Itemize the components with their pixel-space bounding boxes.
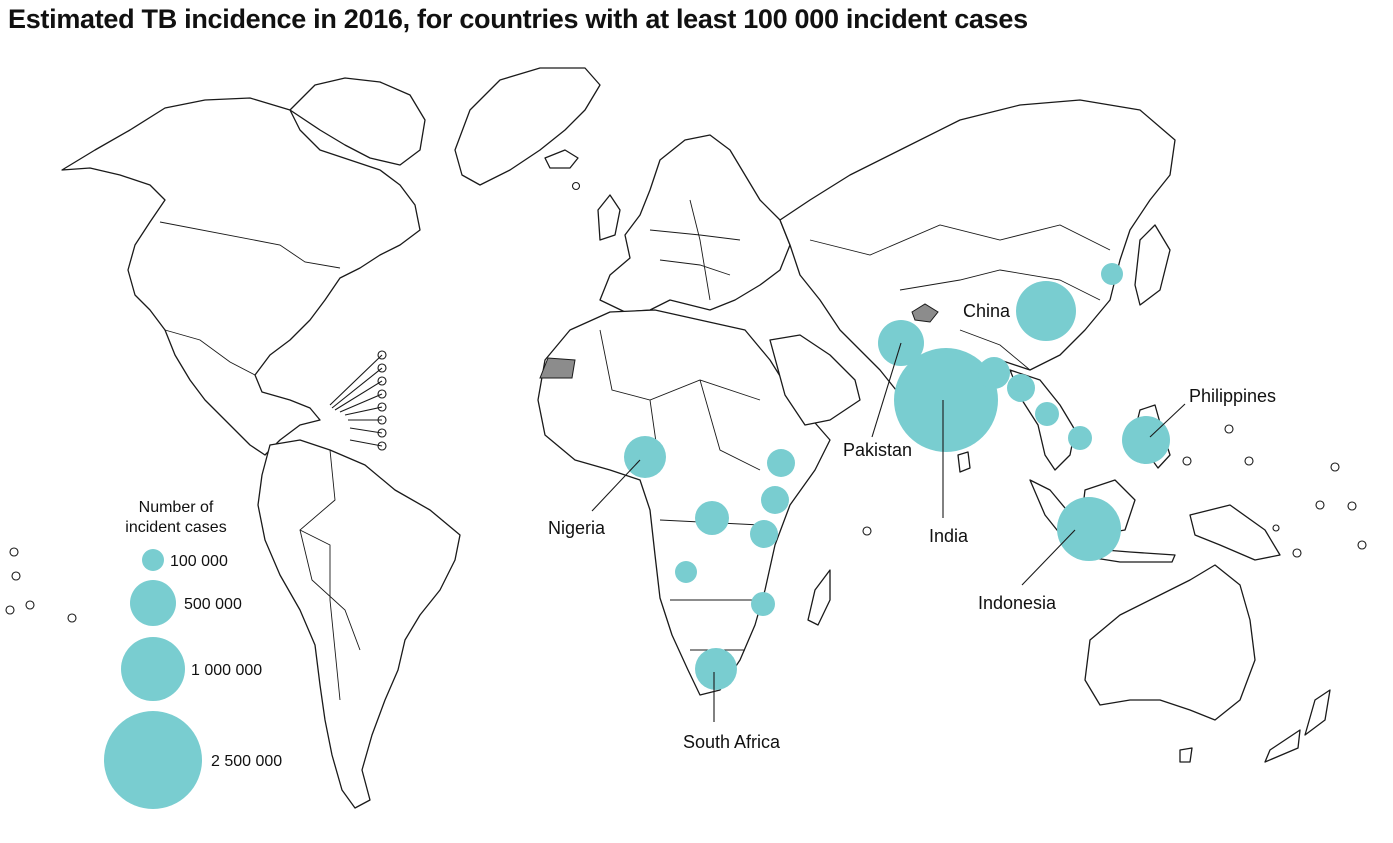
legend-label-100000: 100 000 (170, 553, 228, 570)
label-indonesia: Indonesia (978, 593, 1057, 613)
border-andes (299, 529, 341, 701)
island-marker (1347, 501, 1357, 511)
leader-philippines (1149, 403, 1186, 438)
landmass-iceland (544, 149, 579, 169)
label-india: India (929, 526, 969, 546)
leader-nigeria (591, 459, 641, 512)
island-marker (1224, 424, 1234, 434)
landmass-australia (1084, 564, 1256, 721)
bubble-nigeria (624, 436, 666, 478)
island-marker (571, 181, 581, 191)
island-marker (25, 600, 35, 610)
landmass-arctic-islands (289, 77, 426, 166)
bubble-thailand (1035, 402, 1059, 426)
map-title: Estimated TB incidence in 2016, for coun… (8, 4, 1028, 34)
country-labels: China Philippines Pakistan India Nigeria… (548, 301, 1276, 752)
island-marker (1330, 462, 1340, 472)
legend-bubble-500000 (130, 580, 176, 626)
island-marker (67, 613, 77, 623)
border-canada-usa (159, 221, 341, 269)
island-marker (9, 547, 19, 557)
bubble-drc (695, 501, 729, 535)
label-pakistan: Pakistan (843, 440, 912, 460)
island-marker (1182, 456, 1192, 466)
bubble-mozambique (751, 592, 775, 616)
bubble-indonesia (1057, 497, 1121, 561)
bubble-philippines (1122, 416, 1170, 464)
landmass-tasmania (1179, 747, 1193, 763)
island-marker (1357, 540, 1367, 550)
bubble-ethiopia (767, 449, 795, 477)
landmass-madagascar (807, 569, 831, 626)
legend-bubble-2500000 (104, 711, 202, 809)
bubble-bangladesh (978, 357, 1010, 389)
bubble-angola (675, 561, 697, 583)
legend-label-500000: 500 000 (184, 596, 242, 613)
border-usa-mexico (164, 329, 256, 376)
country-leader-lines (591, 342, 1186, 722)
island-marker (1315, 500, 1325, 510)
island-leaders (329, 354, 383, 447)
legend-bubble-1000000 (121, 637, 185, 701)
landmass-uk (597, 194, 621, 241)
island-marker (5, 605, 15, 615)
legend-bubble-100000 (142, 549, 164, 571)
landmass-europe (599, 134, 791, 313)
landmass-south-america (257, 439, 461, 809)
legend-title-line2: incident cases (125, 519, 226, 536)
small-island-markers (5, 181, 1367, 623)
landmass-new-zealand (1264, 689, 1331, 763)
bubble-tanzania (750, 520, 778, 548)
label-south-africa: South Africa (683, 732, 781, 752)
landmass-sri-lanka (957, 451, 971, 473)
border-brazil (299, 449, 361, 651)
no-data-western-sahara (539, 357, 576, 379)
bubble-kenya (761, 486, 789, 514)
landmass-north-america (61, 97, 421, 456)
bubble-dpr-korea (1101, 263, 1123, 285)
border-russia-south (809, 224, 1111, 256)
island-marker (1272, 524, 1280, 532)
bubble-south-africa (695, 648, 737, 690)
label-nigeria: Nigeria (548, 518, 606, 538)
bubble-viet-nam (1068, 426, 1092, 450)
island-marker (11, 571, 21, 581)
island-marker (1292, 548, 1302, 558)
island-marker (1244, 456, 1254, 466)
incidence-bubbles (624, 263, 1170, 690)
island-marker (862, 526, 872, 536)
border-europe-internal (649, 199, 741, 301)
leader-indonesia (1021, 529, 1076, 586)
border-china (899, 269, 1101, 371)
legend: Number of incident cases 100 000 500 000… (104, 499, 282, 809)
landmass-asia (779, 99, 1176, 441)
legend-label-2500000: 2 500 000 (211, 753, 282, 770)
label-philippines: Philippines (1189, 386, 1276, 406)
landmass-greenland (454, 67, 601, 186)
no-data-region (911, 303, 939, 323)
bubble-myanmar (1007, 374, 1035, 402)
legend-title-line1: Number of (139, 499, 214, 516)
legend-label-1000000: 1 000 000 (191, 662, 262, 679)
landmass-new-guinea (1189, 504, 1281, 561)
bubble-india (894, 348, 998, 452)
bubble-china (1016, 281, 1076, 341)
landmass-arabia (769, 334, 861, 426)
leader-pakistan (871, 342, 902, 438)
label-china: China (963, 301, 1011, 321)
landmass-japan (1134, 224, 1171, 306)
